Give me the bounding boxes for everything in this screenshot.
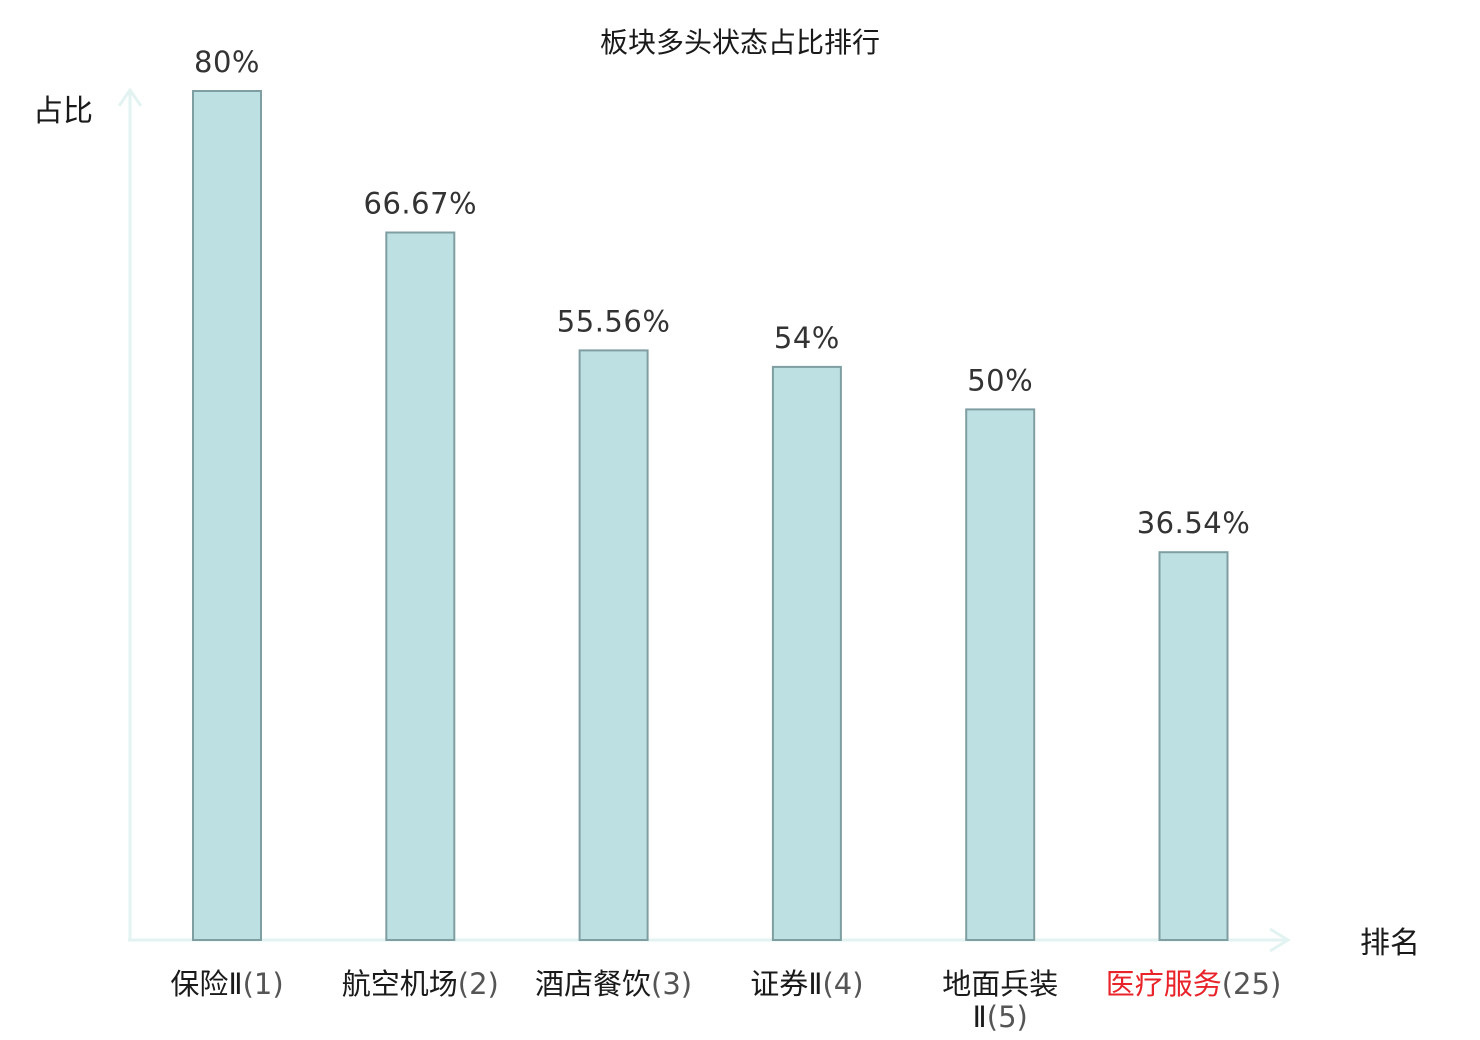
category-label-2: 航空机场(2) [342,967,499,1001]
bar-5 [965,408,1036,941]
category-labels-group: 保险Ⅱ(1) 航空机场(2) 酒店餐饮(3) 证券Ⅱ(4) 地面兵装Ⅱ(5)医疗服务(2… [170,967,1281,1034]
value-labels-group: 80% 66.67% 55.56% 54% 50% 36.54% [194,45,1250,540]
category-label-4: 证券Ⅱ(4) [750,967,863,1001]
category-name: 地面兵装 [942,967,1058,1001]
category-rank: (4) [822,967,863,1001]
category-name: 酒店餐饮 [535,967,651,1001]
category-rank: (3) [651,967,692,1001]
category-label-5: 地面兵装 [942,967,1058,1001]
bar-6 [1158,551,1229,941]
bars-group [192,90,1229,941]
category-name: 航空机场 [342,967,458,1001]
value-label-2: 66.67% [364,187,478,221]
category-name: Ⅱ [973,1000,987,1034]
category-name: 医疗服务 [1106,967,1222,1001]
value-label-4: 54% [774,321,840,355]
y-axis-label: 占比 [33,94,93,129]
value-label-3: 55.56% [557,304,671,338]
category-label-6: 医疗服务(25) [1106,967,1282,1001]
category-rank: (25) [1222,967,1282,1001]
category-rank: (5) [987,1000,1028,1034]
category-label-5: Ⅱ(5) [973,1000,1028,1034]
value-label-5: 50% [967,363,1033,397]
x-axis-label: 排名 [1360,926,1420,961]
category-rank: (1) [243,967,284,1001]
category-rank: (2) [458,967,499,1001]
category-label-1: 保险Ⅱ(1) [170,967,283,1001]
value-label-1: 80% [194,45,260,79]
x-axis [128,927,1291,953]
y-axis [117,87,143,940]
category-name: 保险Ⅱ [170,967,242,1001]
category-name: 证券Ⅱ [750,967,822,1001]
bar-3 [578,349,649,941]
chart-title: 板块多头状态占比排行 [600,26,880,59]
bar-4 [771,365,842,941]
bar-2 [385,231,456,941]
value-label-6: 36.54% [1137,506,1251,540]
category-label-3: 酒店餐饮(3) [535,967,692,1001]
bar-1 [192,90,262,941]
